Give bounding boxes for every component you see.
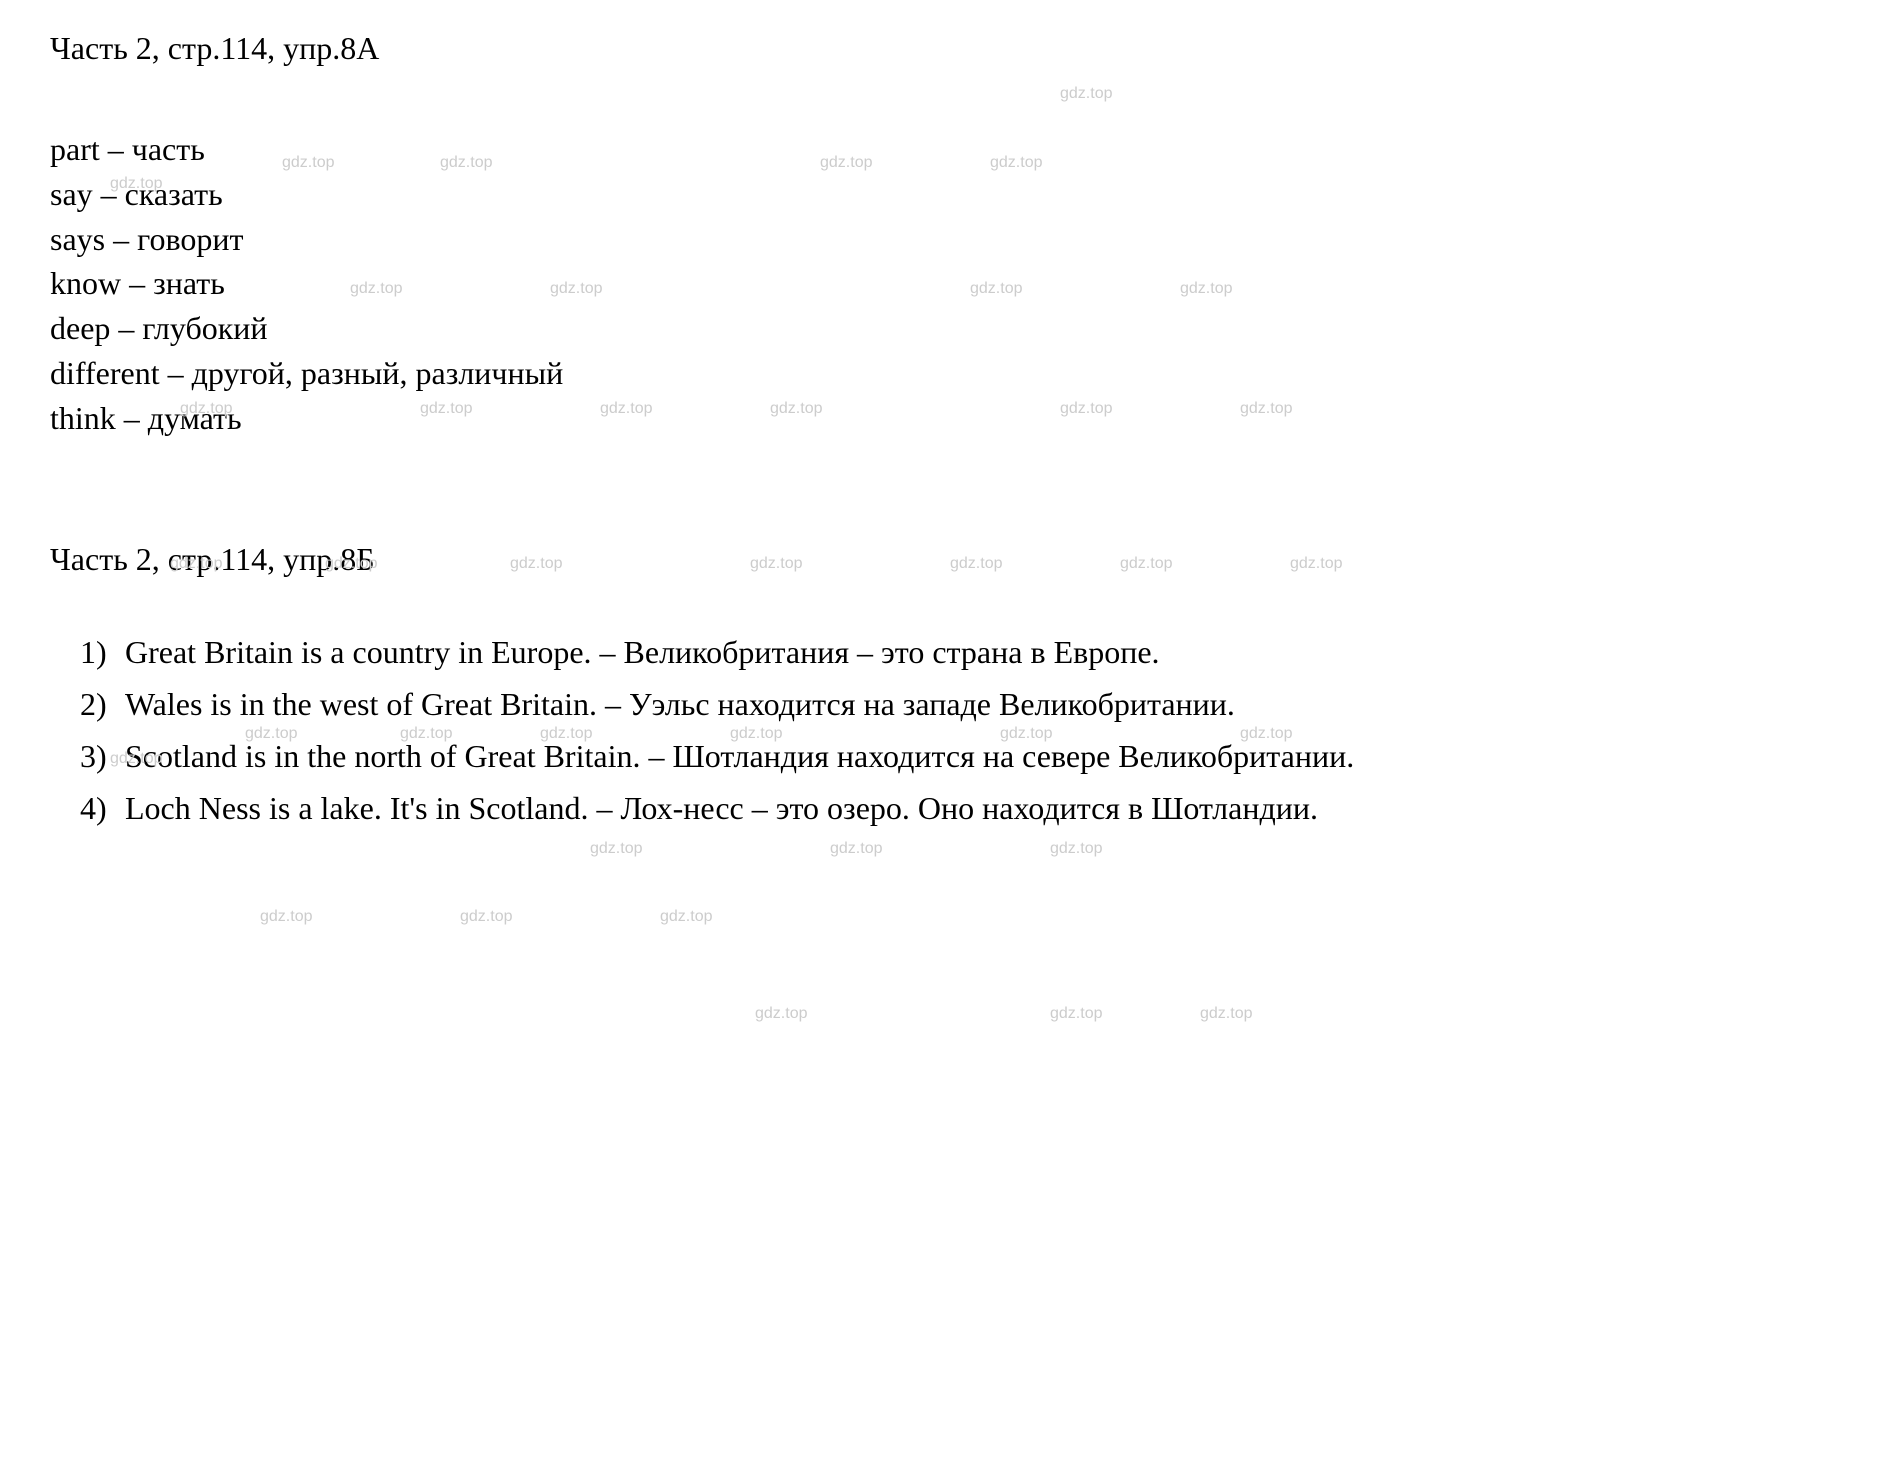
- list-item: 2) Wales is in the west of Great Britain…: [125, 680, 1838, 728]
- watermark-text: gdz.top: [1200, 1005, 1252, 1023]
- watermark-text: gdz.top: [1050, 1005, 1102, 1023]
- item-text: Scotland is in the north of Great Britai…: [125, 738, 1354, 774]
- vocabulary-list: part – часть say – сказать says – говори…: [50, 127, 1838, 441]
- watermark-text: gdz.top: [660, 908, 712, 926]
- item-text: Wales is in the west of Great Britain. –…: [125, 686, 1235, 722]
- vocab-item: know – знать: [50, 261, 1838, 306]
- list-item: 3) Scotland is in the north of Great Bri…: [125, 732, 1838, 780]
- vocab-item: says – говорит: [50, 217, 1838, 262]
- item-number: 1): [80, 628, 107, 676]
- watermark-text: gdz.top: [590, 840, 642, 858]
- vocab-item: say – сказать: [50, 172, 1838, 217]
- list-item: 4) Loch Ness is a lake. It's in Scotland…: [125, 784, 1838, 832]
- watermark-text: gdz.top: [830, 840, 882, 858]
- item-number: 2): [80, 680, 107, 728]
- vocab-item: different – другой, разный, различный: [50, 351, 1838, 396]
- list-item: 1) Great Britain is a country in Europe.…: [125, 628, 1838, 676]
- watermark-text: gdz.top: [260, 908, 312, 926]
- item-text: Great Britain is a country in Europe. – …: [125, 634, 1160, 670]
- sentence-list: 1) Great Britain is a country in Europe.…: [50, 628, 1838, 832]
- watermark-text: gdz.top: [1060, 85, 1112, 103]
- vocab-item: think – думать: [50, 396, 1838, 441]
- watermark-text: gdz.top: [1050, 840, 1102, 858]
- section-b-header: Часть 2, стр.114, упр.8Б: [50, 541, 1838, 578]
- vocab-item: part – часть: [50, 127, 1838, 172]
- vocab-item: deep – глубокий: [50, 306, 1838, 351]
- watermark-text: gdz.top: [755, 1005, 807, 1023]
- watermark-text: gdz.top: [460, 908, 512, 926]
- item-number: 3): [80, 732, 107, 780]
- document-content: Часть 2, стр.114, упр.8А part – часть sa…: [50, 30, 1838, 832]
- section-a-header: Часть 2, стр.114, упр.8А: [50, 30, 1838, 67]
- item-number: 4): [80, 784, 107, 832]
- item-text: Loch Ness is a lake. It's in Scotland. –…: [125, 790, 1318, 826]
